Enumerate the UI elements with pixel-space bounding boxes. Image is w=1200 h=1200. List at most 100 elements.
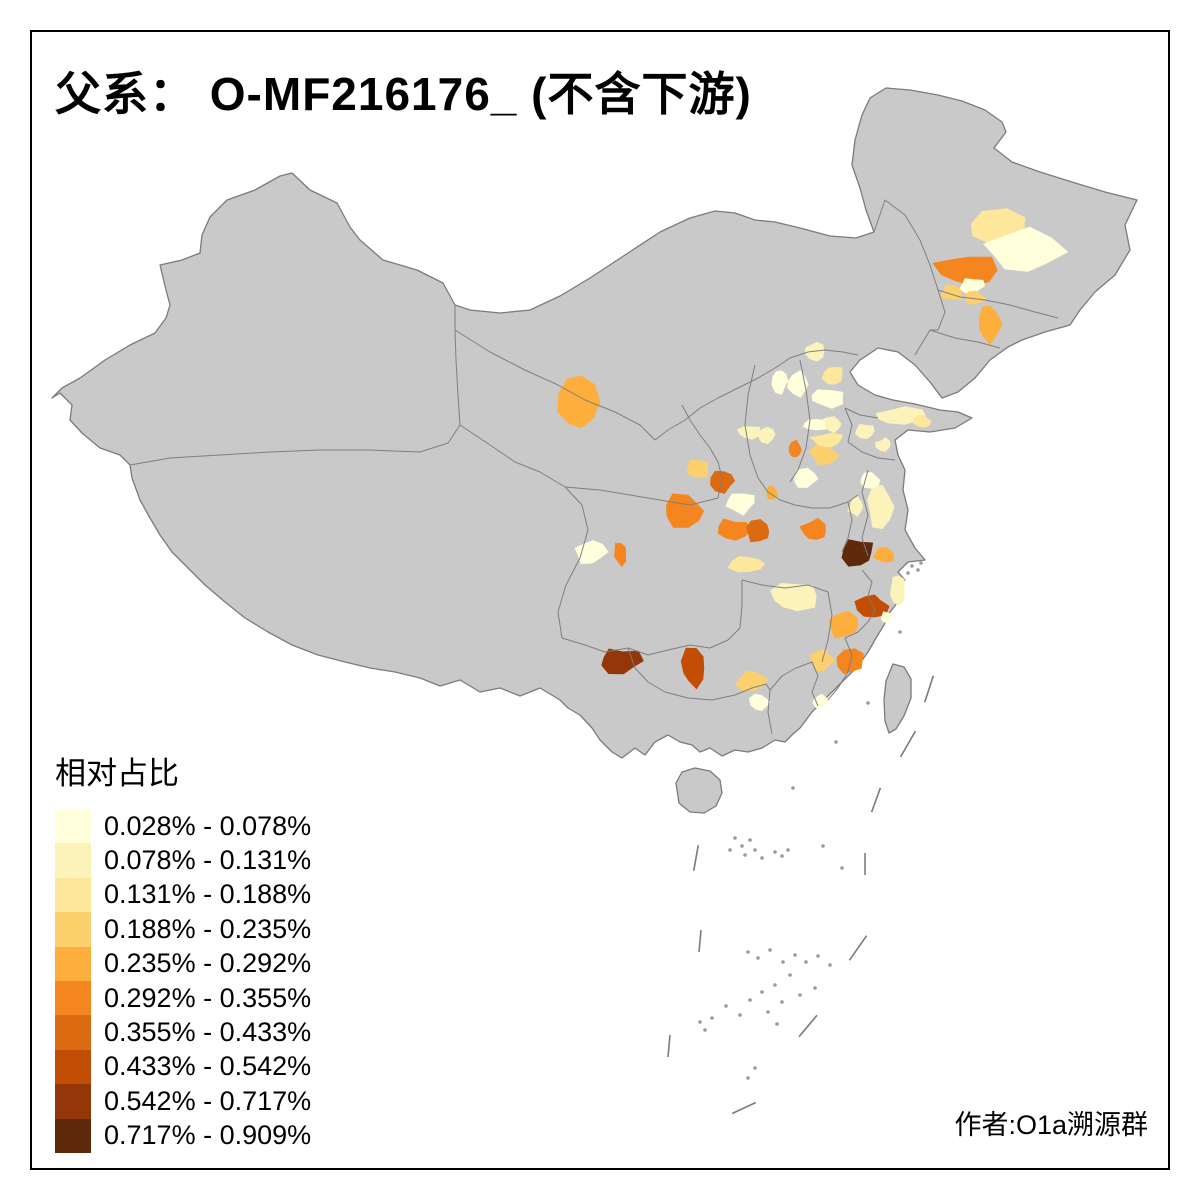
sea-boundary-dash [923,675,935,703]
legend-row: 0.433% - 0.542% [55,1049,312,1085]
islet-dot [756,956,760,960]
islet-dot [753,848,757,852]
region-blob [978,305,1003,345]
islet-dot [775,1022,779,1026]
hainan-island [675,767,723,814]
region-blob [794,467,819,488]
region-blob [686,459,708,478]
islet-dot [834,740,838,744]
islet-dot [816,954,820,958]
region-blob [912,414,932,428]
region-blob [872,547,895,563]
sea-boundary-dash [870,787,882,813]
region-blob [812,693,830,710]
legend-class-label: 0.355% - 0.433% [104,1017,312,1048]
region-blob [557,375,601,429]
region-blob [847,495,864,517]
region-blob [735,671,769,692]
islet-dot [804,960,808,964]
legend: 相对占比 0.028% - 0.078% 0.078% - 0.131% 0.131… [55,748,311,1153]
legend-class-label: 0.717% - 0.909% [104,1120,312,1151]
sea-islands [667,561,935,1115]
region-blob [983,226,1069,272]
islet-dot [748,838,752,842]
islet-dot [743,853,747,857]
region-blob [811,389,844,409]
islet-dot [773,850,777,854]
legend-class-label: 0.188% - 0.235% [104,913,312,944]
islet-dot [728,848,732,852]
region-blob [809,432,844,448]
islet-dot [698,1020,702,1024]
region-blob [799,517,826,540]
islet-dot [919,561,923,565]
legend-swatch [55,980,91,1016]
province-borders [129,199,1059,735]
legend-class-label: 0.028% - 0.078% [104,810,312,841]
region-blob [959,278,985,294]
legend-class-label: 0.235% - 0.292% [104,948,312,979]
islet-dot [786,848,790,852]
region-blob [710,470,736,494]
islet-dot [760,856,764,860]
legend-swatch [55,877,91,913]
region-blob [854,594,890,618]
legend-row: 0.355% - 0.433% [55,1015,312,1050]
legend-row: 0.235% - 0.292% [55,946,312,981]
legend-class-label: 0.433% - 0.542% [104,1051,312,1082]
region-blob [855,423,875,440]
legend-swatch [55,809,91,844]
islet-dot [791,786,795,790]
region-blob [860,472,881,489]
islet-dot [753,1066,757,1070]
legend-class-label: 0.292% - 0.355% [104,982,312,1013]
islet-dot [840,866,844,870]
islet-dot [780,854,784,858]
islet-dot [788,973,792,977]
region-blob [770,583,817,612]
region-blob [965,290,987,305]
region-blob [736,426,761,440]
legend-class-label: 0.131% - 0.188% [104,879,312,910]
sea-boundary-dash [692,845,700,871]
legend-row: 0.292% - 0.355% [55,980,312,1016]
legend-row: 0.028% - 0.078% [55,809,312,844]
islet-dot [740,844,744,848]
legend-swatch [55,1049,91,1085]
region-blob [725,493,755,516]
legend-swatch [55,843,91,878]
islet-dot [906,571,910,575]
region-blob [875,437,891,452]
islet-dot [916,568,920,572]
legend-rows: 0.028% - 0.078% 0.078% - 0.131% 0.131% - 0… [55,809,311,1153]
legend-row: 0.131% - 0.188% [55,877,312,913]
sea-boundary-dash [667,1034,671,1058]
legend-row: 0.188% - 0.235% [55,912,312,947]
legend-swatch [55,912,91,947]
islet-dot [724,1004,728,1008]
legend-row: 0.717% - 0.909% [55,1118,312,1153]
sea-boundary-dash [798,1014,818,1038]
islet-dot [768,948,772,952]
legend-class-label: 0.078% - 0.131% [104,845,312,876]
region-blob [808,444,840,465]
region-blob [821,367,843,385]
sea-boundary-dash [698,929,702,953]
region-blob [680,647,705,690]
islet-dot [828,963,832,967]
legend-swatch [55,1084,91,1119]
islet-dot [746,1076,750,1080]
mainland-shape [51,87,1138,759]
legend-title: 相对占比 [55,756,179,791]
islet-dot [738,1013,742,1017]
legend-swatch [55,1118,91,1153]
sea-boundary-dash [899,730,917,758]
region-blob [818,416,842,434]
region-blob [828,610,859,639]
legend-swatch [55,946,91,981]
region-blob [727,556,766,573]
region-blob [880,611,896,624]
region-blob [771,370,789,395]
